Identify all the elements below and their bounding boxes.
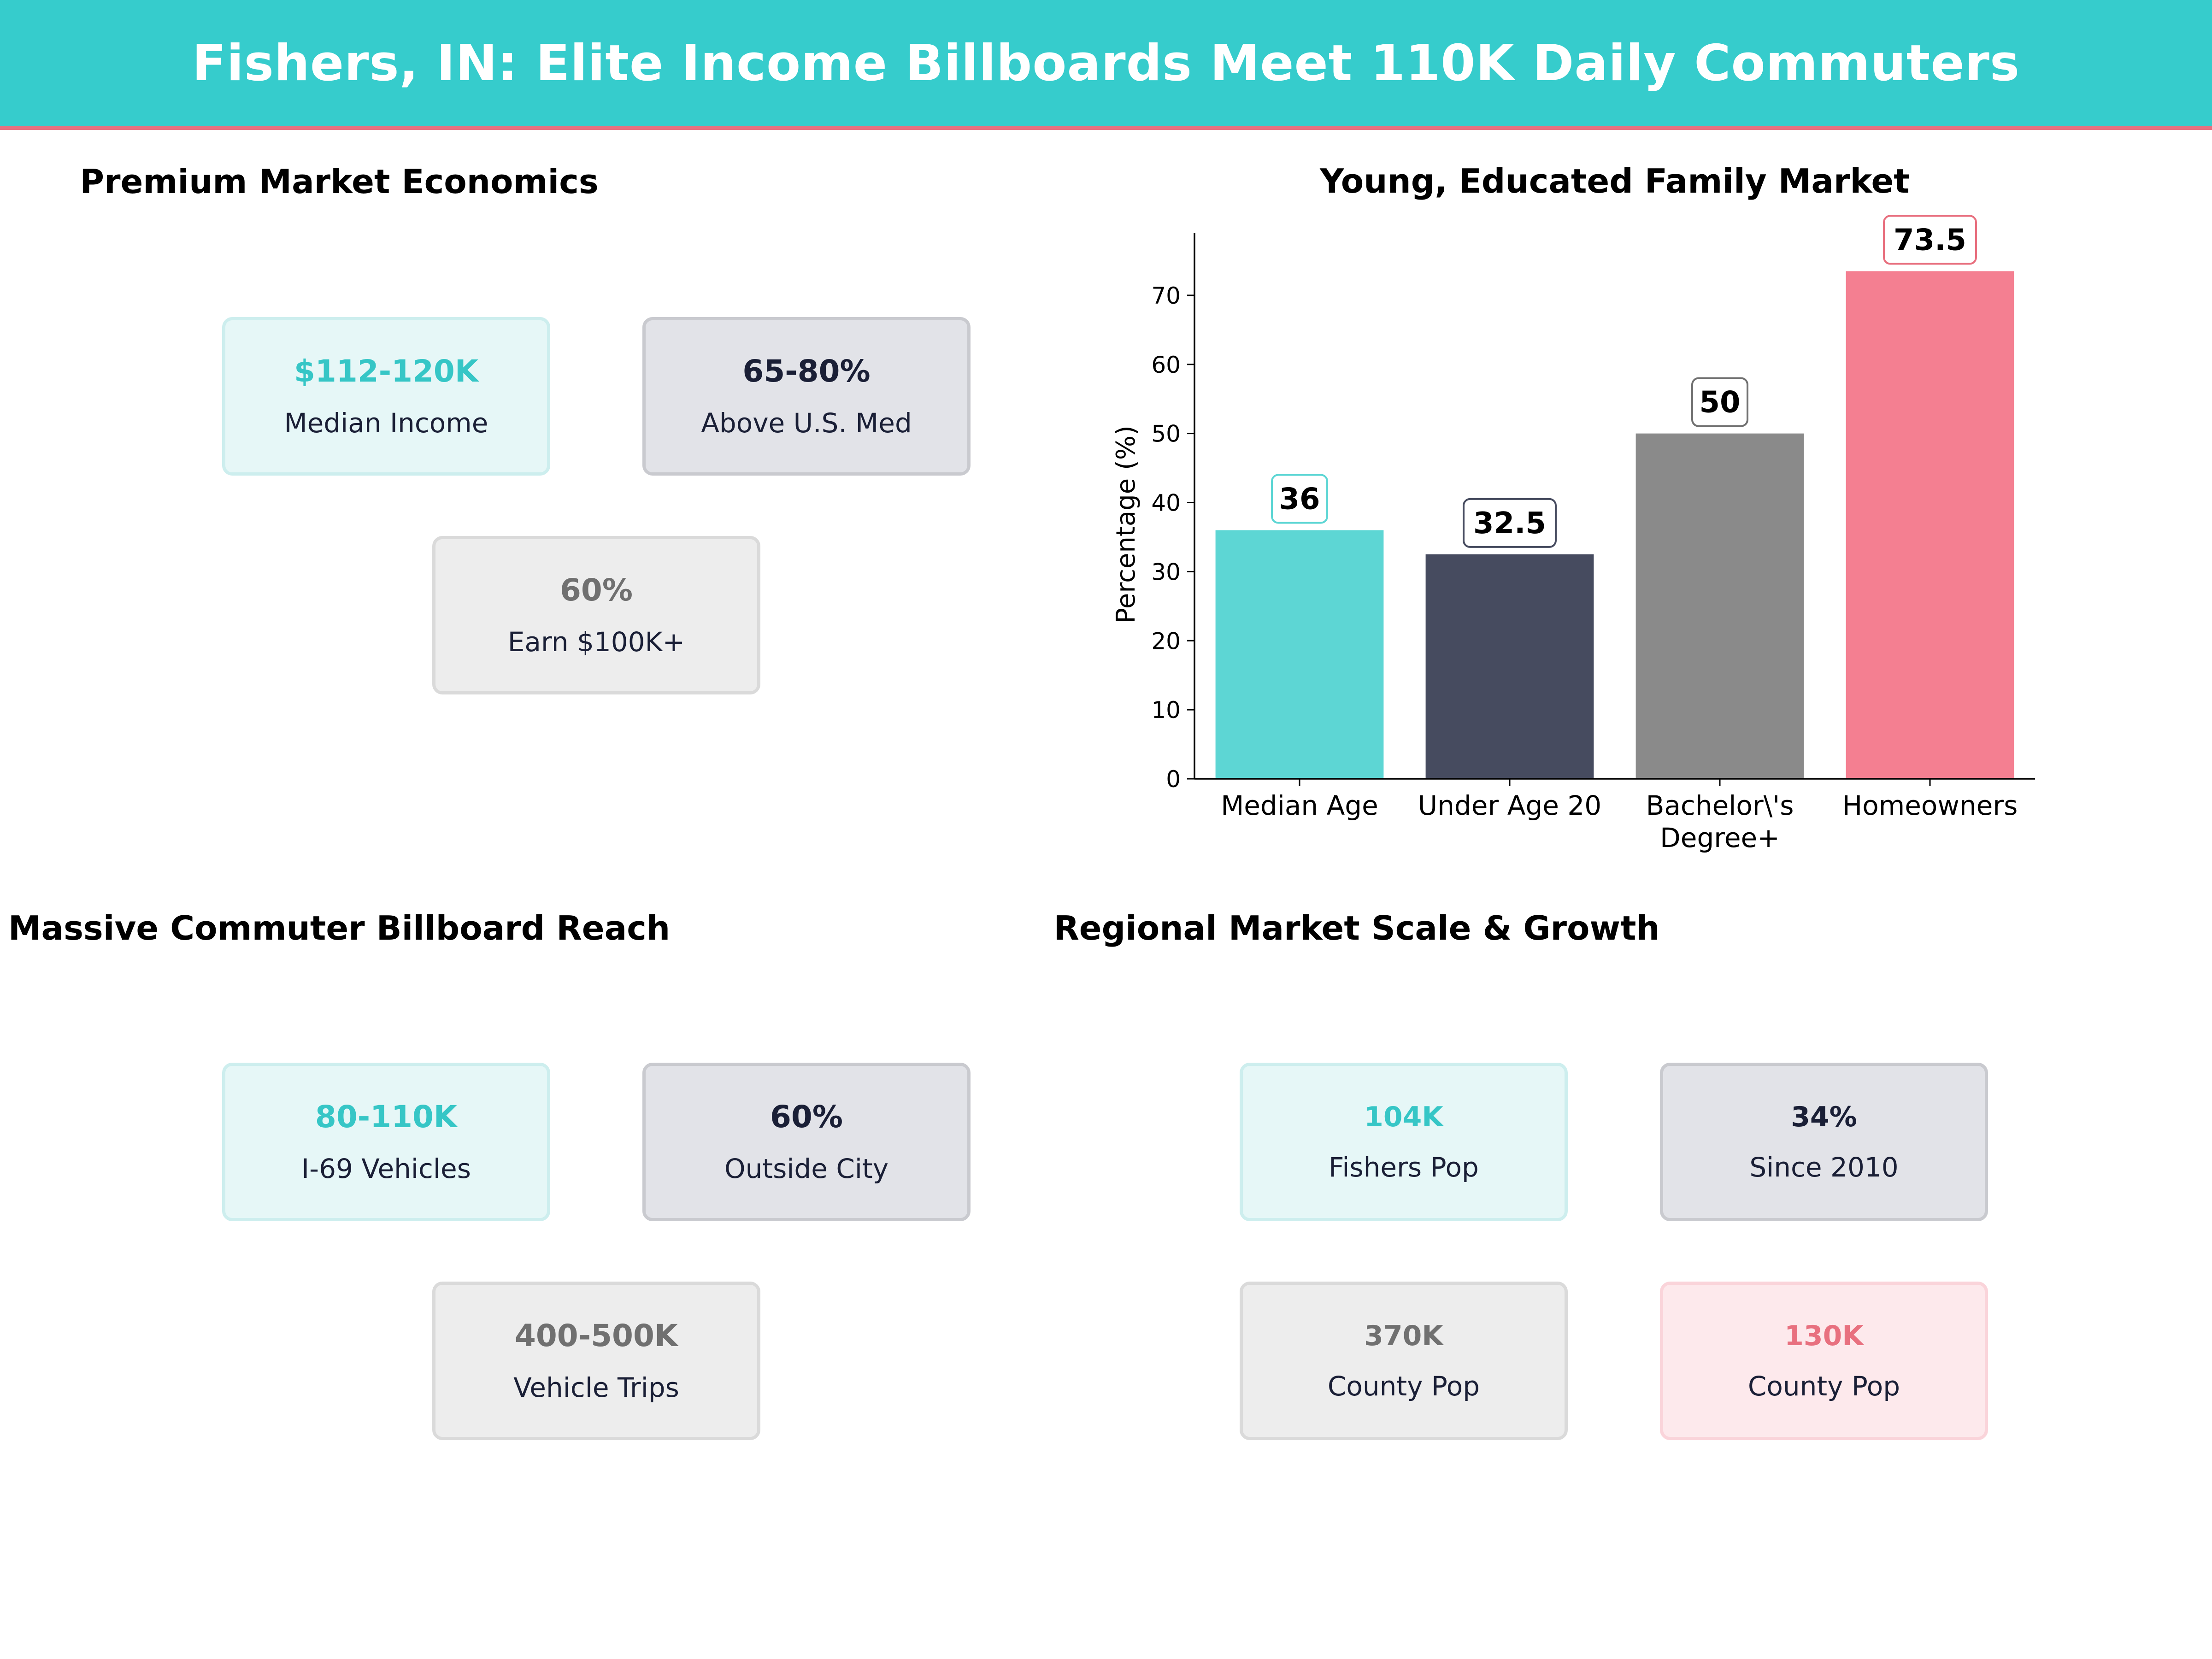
data-label: 36	[1279, 482, 1320, 516]
chart-title: Young, Educated Family Market	[1319, 162, 1909, 200]
county-pop-card: 370K County Pop	[1240, 1282, 1568, 1440]
card-value: 104K	[1364, 1101, 1443, 1133]
page-title: Fishers, IN: Elite Income Billboards Mee…	[192, 34, 2020, 92]
earn-100k-card: 60% Earn $100K+	[432, 536, 760, 694]
data-label: 73.5	[1894, 223, 1966, 257]
x-tick-label: Bachelor\'s Degree+	[1646, 790, 1794, 853]
card-value: 60%	[770, 1099, 843, 1135]
card-label: Earn $100K+	[507, 626, 685, 658]
card-label: I-69 Vehicles	[301, 1153, 471, 1184]
median-income-card: $112-120K Median Income	[222, 317, 550, 476]
vehicle-trips-card: 400-500K Vehicle Trips	[432, 1282, 760, 1440]
title-banner: Fishers, IN: Elite Income Billboards Mee…	[0, 0, 2212, 130]
above-us-median-card: 65-80% Above U.S. Med	[642, 317, 971, 476]
regional-title: Regional Market Scale & Growth	[1053, 909, 1660, 947]
y-tick-label: 0	[1166, 766, 1181, 793]
county-pop-card-2: 130K County Pop	[1660, 1282, 1988, 1440]
y-tick-label: 20	[1151, 628, 1181, 654]
card-value: 400-500K	[514, 1318, 678, 1353]
fishers-pop-card: 104K Fishers Pop	[1240, 1063, 1568, 1221]
card-label: County Pop	[1747, 1371, 1900, 1402]
data-label-box	[1691, 377, 1748, 427]
commuters-title: Massive Commuter Billboard Reach	[8, 909, 671, 947]
card-label: Fishers Pop	[1329, 1152, 1479, 1183]
data-label-box	[1463, 498, 1557, 548]
y-tick-label: 10	[1151, 697, 1181, 724]
card-value: 65-80%	[742, 353, 871, 389]
y-tick-label: 70	[1151, 282, 1181, 309]
x-tick-label: Median Age	[1221, 790, 1378, 821]
bar-2	[1635, 433, 1804, 779]
data-label-box	[1271, 474, 1328, 524]
data-label-box	[1883, 215, 1977, 265]
bar-1	[1425, 554, 1594, 779]
card-value: 130K	[1784, 1320, 1864, 1352]
card-label: Median Income	[284, 407, 488, 439]
card-label: Since 2010	[1749, 1152, 1899, 1183]
y-axis-label: Percentage (%)	[1111, 425, 1141, 624]
card-label: Above U.S. Med	[701, 407, 912, 439]
data-label: 50	[1699, 386, 1740, 420]
bar-3	[1846, 271, 2014, 779]
economics-title: Premium Market Economics	[80, 162, 599, 201]
y-tick-label: 50	[1151, 421, 1181, 447]
i69-vehicles-card: 80-110K I-69 Vehicles	[222, 1063, 550, 1221]
data-label: 32.5	[1473, 506, 1546, 541]
card-value: $112-120K	[294, 353, 478, 389]
growth-since-2010-card: 34% Since 2010	[1660, 1063, 1988, 1221]
card-value: 34%	[1791, 1101, 1857, 1133]
card-label: County Pop	[1327, 1371, 1480, 1402]
bar-0	[1215, 530, 1384, 779]
card-value: 80-110K	[315, 1099, 458, 1135]
y-tick-label: 60	[1151, 352, 1181, 378]
y-tick-label: 40	[1151, 490, 1181, 517]
card-value: 60%	[560, 572, 633, 608]
card-label: Vehicle Trips	[513, 1372, 679, 1403]
outside-city-card: 60% Outside City	[642, 1063, 971, 1221]
card-value: 370K	[1364, 1320, 1443, 1352]
x-tick-label: Homeowners	[1842, 790, 2018, 821]
card-label: Outside City	[724, 1153, 889, 1184]
x-tick-label: Under Age 20	[1418, 790, 1601, 821]
y-tick-label: 30	[1151, 559, 1181, 585]
